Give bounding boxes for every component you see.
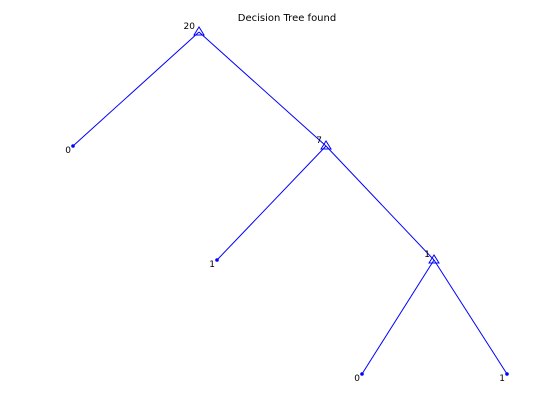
tree-edges [72,31,508,375]
split-node-marker-split-c [428,254,440,264]
split-node-marker-root [193,26,205,36]
tree-edge-split-c-to-leaf-c1 [433,259,508,375]
leaf-node-label-leaf-c1: 1 [499,374,505,384]
tree-edge-root-to-leaf-a [72,31,200,147]
leaf-node-label-leaf-b1: 1 [209,260,215,270]
tree-edge-root-to-split-b [198,31,327,147]
tree-nodes [71,26,509,376]
leaf-node-label-leaf-a: 0 [65,146,71,156]
tree-labels: 20 0 7 1 1 0 1 [65,22,505,384]
tree-edge-split-c-to-leaf-c0 [361,259,435,375]
leaf-node-marker-leaf-a [71,144,75,148]
tree-edge-split-b-to-leaf-b1 [216,145,327,261]
split-node-label-root: 20 [184,22,196,32]
leaf-node-label-leaf-c0: 0 [354,374,360,384]
figure-title: Decision Tree found [237,13,337,24]
tree-edge-split-b-to-split-c [325,145,435,261]
leaf-node-marker-leaf-c1 [505,372,509,376]
split-node-marker-split-b [320,140,332,150]
split-node-label-split-b: 7 [316,136,322,146]
leaf-node-marker-leaf-b1 [215,258,219,262]
leaf-node-marker-leaf-c0 [360,372,364,376]
split-node-label-split-c: 1 [424,250,430,260]
